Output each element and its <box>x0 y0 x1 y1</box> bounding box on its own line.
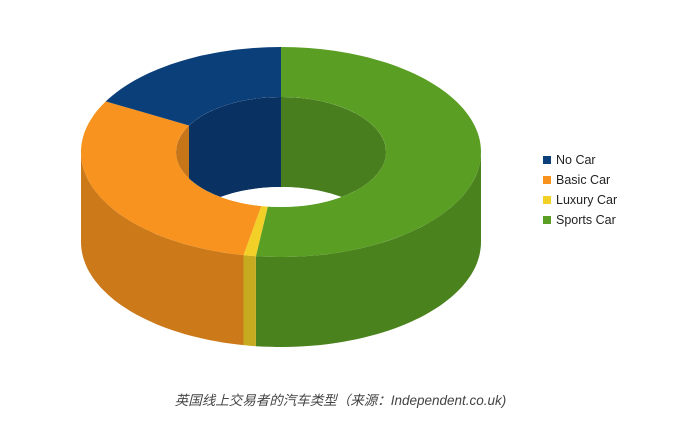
legend-swatch <box>543 156 551 164</box>
legend-label: Sports Car <box>556 213 616 227</box>
legend: No Car Basic Car Luxury Car Sports Car <box>543 150 617 230</box>
legend-label: No Car <box>556 153 596 167</box>
legend-label: Basic Car <box>556 173 611 187</box>
legend-swatch <box>543 176 551 184</box>
legend-item-basic-car: Basic Car <box>543 170 617 190</box>
legend-item-luxury-car: Luxury Car <box>543 190 617 210</box>
legend-swatch <box>543 216 551 224</box>
slice-luxury-car <box>243 206 268 257</box>
slice-no-car <box>105 47 281 126</box>
inner-wall-sports-car <box>281 97 386 207</box>
outer-wall-sports-car <box>255 152 481 347</box>
inner-wall-no-car <box>189 97 281 207</box>
legend-item-no-car: No Car <box>543 150 617 170</box>
legend-swatch <box>543 196 551 204</box>
outer-wall-basic-car <box>81 152 244 346</box>
caption: 英国线上交易者的汽车类型（来源：Independent.co.uk) <box>174 393 507 408</box>
donut-hole <box>176 97 386 207</box>
slice-basic-car <box>81 101 262 256</box>
legend-label: Luxury Car <box>556 193 618 207</box>
outer-wall-luxury-car <box>243 255 256 347</box>
legend-item-sports-car: Sports Car <box>543 210 617 230</box>
